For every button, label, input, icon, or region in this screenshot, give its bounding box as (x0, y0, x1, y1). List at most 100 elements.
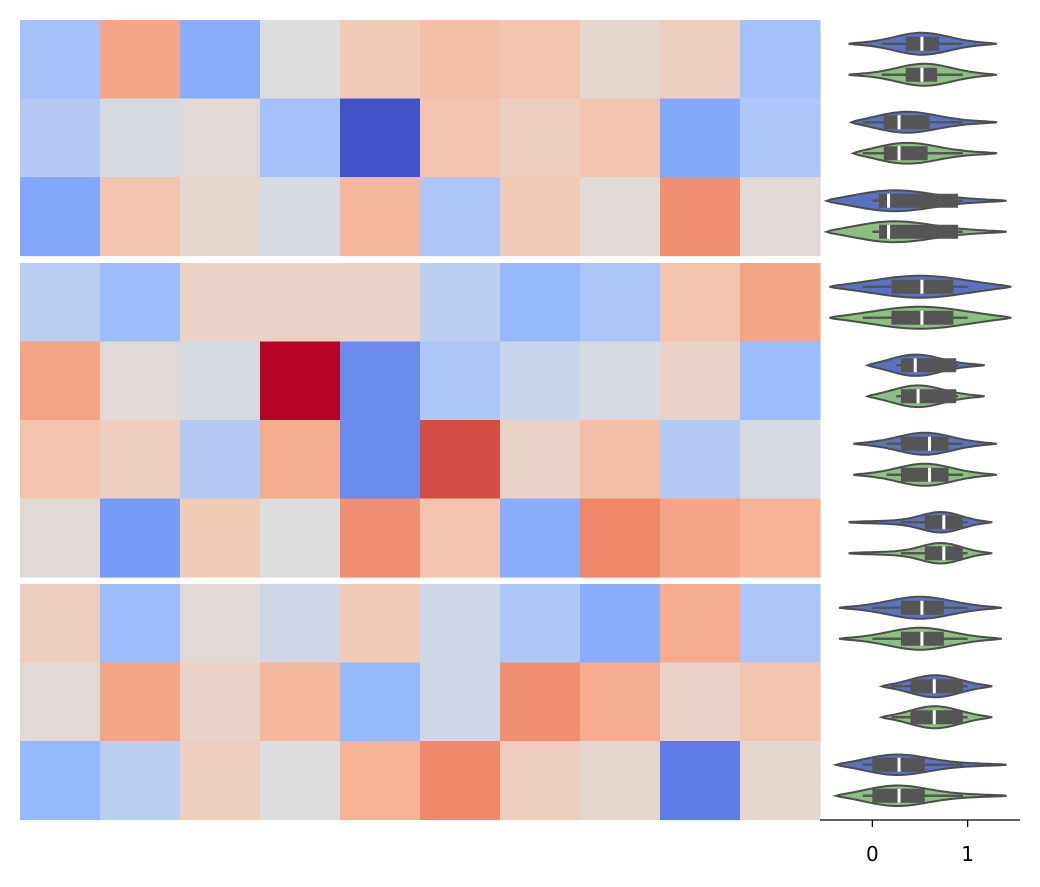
heatmap-cell-r3-c2 (180, 263, 261, 343)
heatmap-cell-r6-c6 (500, 498, 581, 578)
heatmap-cell-r3-c7 (580, 263, 661, 343)
heatmap-cell-r1-c6 (500, 98, 581, 178)
heatmap-cell-r3-c1 (100, 263, 181, 343)
heatmap-cell-r4-c3 (260, 341, 341, 421)
heatmap-cell-r9-c4 (340, 741, 421, 821)
heatmap-cell-r6-c1 (100, 498, 181, 578)
heatmap-cell-r1-c3 (260, 98, 341, 178)
heatmap-cell-r6-c4 (340, 498, 421, 578)
heatmap-cell-r4-c1 (100, 341, 181, 421)
violin-box (900, 436, 949, 451)
heatmap-cell-r5-c5 (420, 420, 501, 500)
heatmap-cell-r9-c2 (180, 741, 261, 821)
heatmap-cell-r8-c8 (660, 662, 741, 742)
violin-row5-series0 (853, 431, 998, 456)
violin-row7-series1 (838, 626, 1002, 651)
violin-box (879, 224, 959, 239)
heatmap-cell-r6-c7 (580, 498, 661, 578)
heatmap-cell-r4-c7 (580, 341, 661, 421)
heatmap-cell-r0-c5 (420, 20, 501, 100)
violin-box (883, 146, 928, 161)
heatmap-cell-r7-c2 (180, 584, 261, 664)
heatmap-cell-r9-c8 (660, 741, 741, 821)
heatmap-cell-r5-c4 (340, 420, 421, 500)
heatmap-cell-r7-c9 (740, 584, 821, 664)
heatmap-cell-r9-c5 (420, 741, 501, 821)
violin-row3-series1 (829, 305, 1012, 330)
violin-box (910, 710, 963, 725)
heatmap-cell-r9-c0 (20, 741, 101, 821)
heatmap-cell-r7-c6 (500, 584, 581, 664)
heatmap-cell-r6-c3 (260, 498, 341, 578)
heatmap-cell-r7-c7 (580, 584, 661, 664)
heatmap-cell-r2-c2 (180, 177, 261, 257)
heatmap-cell-r6-c0 (20, 498, 101, 578)
violin-box (883, 115, 930, 130)
heatmap-cell-r2-c9 (740, 177, 821, 257)
heatmap-cell-r7-c5 (420, 584, 501, 664)
heatmap-cell-r7-c4 (340, 584, 421, 664)
heatmap-cell-r1-c0 (20, 98, 101, 178)
heatmap-cell-r3-c3 (260, 263, 341, 343)
heatmap-cell-r9-c9 (740, 741, 821, 821)
heatmap-cell-r8-c0 (20, 662, 101, 742)
violin-row5-series1 (853, 462, 998, 487)
heatmap-cell-r6-c9 (740, 498, 821, 578)
heatmap-cell-r8-c5 (420, 662, 501, 742)
heatmap-cell-r0-c9 (740, 20, 821, 100)
violin-box (900, 358, 957, 373)
heatmap-cell-r3-c5 (420, 263, 501, 343)
heatmap-cell-r2-c0 (20, 177, 101, 257)
heatmap-cell-r6-c8 (660, 498, 741, 578)
violin-box (910, 679, 963, 694)
heatmap-cell-r5-c3 (260, 420, 341, 500)
heatmap-cell-r5-c0 (20, 420, 101, 500)
heatmap-cell-r3-c0 (20, 263, 101, 343)
heatmap-cell-r4-c4 (340, 341, 421, 421)
violin-row6-series1 (848, 541, 993, 565)
violin-box (900, 467, 949, 482)
violin-row6-series0 (848, 510, 993, 534)
heatmap-cell-r1-c1 (100, 98, 181, 178)
heatmap-cell-r3-c4 (340, 263, 421, 343)
heatmap-cell-r4-c2 (180, 341, 261, 421)
heatmap-cell-r0-c8 (660, 20, 741, 100)
heatmap-cell-r2-c7 (580, 177, 661, 257)
heatmap-cell-r8-c4 (340, 662, 421, 742)
heatmap-cell-r4-c8 (660, 341, 741, 421)
violin-row8-series1 (878, 705, 993, 730)
heatmap-cell-r1-c5 (420, 98, 501, 178)
heatmap-cell-r2-c5 (420, 177, 501, 257)
violin-row9-series1 (832, 784, 1007, 807)
violin-row8-series0 (878, 674, 993, 699)
heatmap-cell-r1-c9 (740, 98, 821, 178)
heatmap-cell-r0-c2 (180, 20, 261, 100)
heatmap-cell-r5-c6 (500, 420, 581, 500)
heatmap-cell-r0-c3 (260, 20, 341, 100)
heatmap-cell-r1-c4 (340, 98, 421, 178)
heatmap-cell-r7-c1 (100, 584, 181, 664)
heatmap-cell-r8-c7 (580, 662, 661, 742)
heatmap-cell-r7-c0 (20, 584, 101, 664)
heatmap-cell-r2-c4 (340, 177, 421, 257)
heatmap-cell-r1-c2 (180, 98, 261, 178)
heatmap-cell-r5-c7 (580, 420, 661, 500)
heatmap-cell-r2-c3 (260, 177, 341, 257)
violin-row3-series0 (829, 274, 1012, 299)
heatmap-cell-r3-c9 (740, 263, 821, 343)
heatmap-cell-r0-c6 (500, 20, 581, 100)
violin-row2-series1 (823, 220, 1007, 244)
heatmap-cell-r4-c5 (420, 341, 501, 421)
violin-row7-series0 (838, 595, 1002, 620)
heatmap-cell-r0-c7 (580, 20, 661, 100)
heatmap-cell-r2-c8 (660, 177, 741, 257)
violin-box (879, 193, 959, 208)
heatmap-cell-r7-c8 (660, 584, 741, 664)
violin-row4-series1 (864, 384, 985, 409)
violin-row4-series0 (864, 353, 985, 377)
heatmap-cell-r3-c6 (500, 263, 581, 343)
heatmap-cell-r5-c2 (180, 420, 261, 500)
heatmap-cell-r4-c9 (740, 341, 821, 421)
violin-row1-series1 (850, 141, 998, 165)
